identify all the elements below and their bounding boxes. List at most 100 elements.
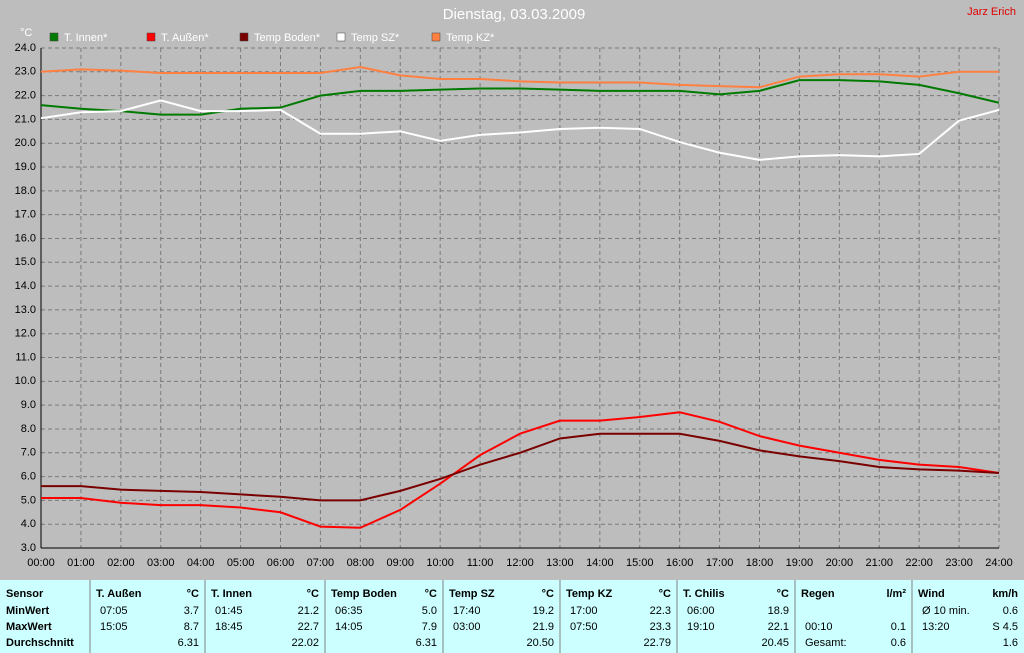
y-tick-label: 19.0	[15, 161, 36, 173]
series-line	[41, 432, 1000, 502]
column-unit: l/m²	[886, 588, 906, 600]
column-header: T. Innen	[211, 588, 252, 600]
column-header: Temp Boden	[331, 588, 397, 600]
cell-left: 07:05	[100, 605, 128, 617]
column-header: T. Chilis	[683, 588, 725, 600]
legend-label: Temp Boden*	[254, 32, 321, 44]
x-tick-label: 15:00	[626, 557, 654, 569]
author: Jarz Erich	[967, 6, 1016, 18]
chart-title: Dienstag, 03.03.2009	[443, 6, 586, 23]
cell-value: 0.1	[891, 621, 906, 633]
cell-value: 1.6	[1003, 637, 1018, 649]
x-tick-label: 05:00	[227, 557, 255, 569]
y-tick-label: 4.0	[21, 518, 36, 530]
cell-value: S 4.5	[992, 621, 1018, 633]
cell-value: 6.31	[416, 637, 437, 649]
legend-label: T. Innen*	[64, 32, 108, 44]
x-tick-label: 20:00	[826, 557, 854, 569]
x-tick-label: 16:00	[666, 557, 694, 569]
x-tick-label: 01:00	[67, 557, 95, 569]
cell-left: 06:00	[687, 605, 715, 617]
cell-value: 22.3	[650, 605, 671, 617]
y-tick-label: 16.0	[15, 232, 36, 244]
y-tick-label: 6.0	[21, 470, 36, 482]
row-label: Durchschnitt	[6, 637, 74, 649]
legend-swatch	[49, 32, 59, 42]
column-unit: °C	[187, 588, 199, 600]
column-unit: °C	[542, 588, 554, 600]
cell-left: 17:00	[570, 605, 598, 617]
column-unit: °C	[777, 588, 789, 600]
cell-value: 3.7	[184, 605, 199, 617]
y-tick-label: 5.0	[21, 494, 36, 506]
y-tick-label: 17.0	[15, 209, 36, 221]
column-unit: °C	[307, 588, 319, 600]
x-tick-label: 22:00	[905, 557, 933, 569]
legend-swatch	[146, 32, 156, 42]
cell-value: 7.9	[422, 621, 437, 633]
legend-swatch	[336, 32, 346, 42]
column-header: Regen	[801, 588, 835, 600]
cell-left: 19:10	[687, 621, 715, 633]
y-tick-label: 24.0	[15, 42, 36, 54]
column-unit: °C	[425, 588, 437, 600]
cell-value: 22.1	[768, 621, 789, 633]
cell-value: 21.9	[533, 621, 554, 633]
column-header: Temp SZ	[449, 588, 495, 600]
x-tick-label: 13:00	[546, 557, 574, 569]
column-header: Temp KZ	[566, 588, 613, 600]
y-tick-label: 15.0	[15, 256, 36, 268]
y-axis-label: °C	[20, 27, 32, 39]
series-line	[40, 99, 1000, 161]
legend-label: Temp SZ*	[351, 32, 400, 44]
cell-left: Ø 10 min.	[922, 605, 970, 617]
cell-value: 20.50	[526, 637, 554, 649]
x-tick-label: 09:00	[386, 557, 414, 569]
x-tick-label: 17:00	[706, 557, 734, 569]
cell-left: 17:40	[453, 605, 481, 617]
cell-value: 8.7	[184, 621, 199, 633]
x-tick-label: 11:00	[467, 557, 494, 569]
x-tick-label: 03:00	[147, 557, 175, 569]
cell-left: 01:45	[215, 605, 243, 617]
cell-value: 21.2	[298, 605, 319, 617]
cell-left: 15:05	[100, 621, 128, 633]
cell-left: 13:20	[922, 621, 950, 633]
cell-left: 07:50	[570, 621, 598, 633]
x-tick-label: 04:00	[187, 557, 215, 569]
row-label: MinWert	[6, 605, 50, 617]
table-background	[0, 580, 1024, 653]
x-tick-label: 12:00	[506, 557, 534, 569]
cell-value: 18.9	[768, 605, 789, 617]
x-tick-label: 08:00	[347, 557, 375, 569]
x-tick-label: 23:00	[945, 557, 973, 569]
cell-value: 0.6	[891, 637, 906, 649]
y-tick-label: 23.0	[15, 66, 36, 78]
cell-left: 06:35	[335, 605, 363, 617]
legend-swatch	[239, 32, 249, 42]
cell-value: 0.6	[1003, 605, 1018, 617]
x-tick-label: 02:00	[107, 557, 135, 569]
cell-value: 20.45	[761, 637, 789, 649]
series-line	[40, 79, 1000, 116]
x-tick-label: 06:00	[267, 557, 295, 569]
legend-label: Temp KZ*	[446, 32, 495, 44]
cell-left: 14:05	[335, 621, 363, 633]
cell-value: 22.02	[291, 637, 319, 649]
x-tick-label: 19:00	[786, 557, 814, 569]
y-tick-label: 11.0	[15, 351, 36, 363]
series-line	[41, 411, 1000, 529]
x-tick-label: 24:00	[985, 557, 1013, 569]
row-label: MaxWert	[6, 621, 52, 633]
legend-label: T. Außen*	[161, 32, 209, 44]
cell-value: 23.3	[650, 621, 671, 633]
cell-value: 5.0	[422, 605, 437, 617]
x-tick-label: 07:00	[307, 557, 335, 569]
cell-value: 22.7	[298, 621, 319, 633]
x-tick-label: 10:00	[426, 557, 454, 569]
y-tick-label: 13.0	[15, 304, 36, 316]
series-line	[40, 66, 999, 89]
cell-left: 18:45	[215, 621, 243, 633]
